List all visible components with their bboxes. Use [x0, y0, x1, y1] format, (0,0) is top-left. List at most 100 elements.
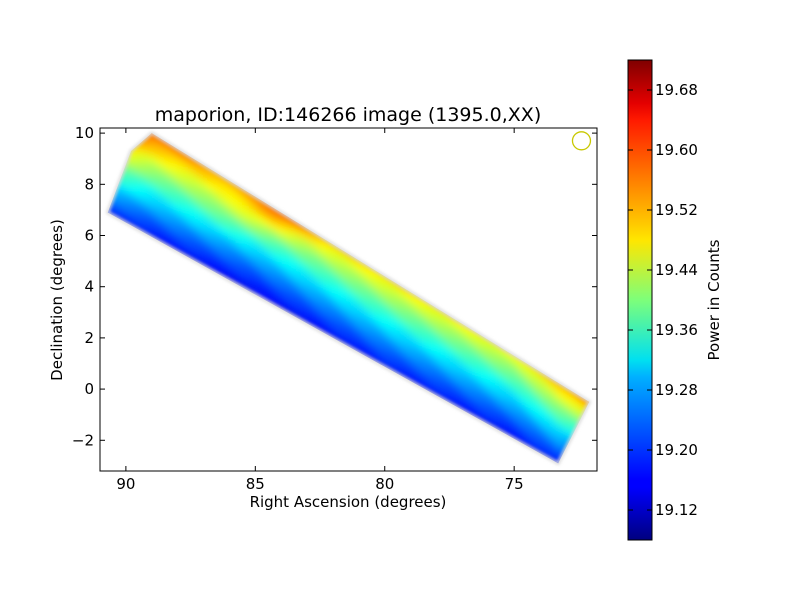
heatmap-cell — [547, 397, 556, 406]
heatmap-cell — [256, 283, 265, 293]
heatmap-cell — [462, 395, 471, 405]
heatmap-cell — [128, 185, 137, 194]
heatmap-cell — [121, 190, 130, 199]
axes-frame — [99, 127, 598, 472]
heatmap-cell — [518, 396, 527, 406]
heatmap-cell — [213, 200, 222, 209]
heatmap-cell — [419, 364, 428, 374]
heatmap-cell — [426, 312, 435, 322]
heatmap-cell — [582, 399, 590, 406]
heatmap-cell — [547, 376, 556, 385]
heatmap-cell — [511, 368, 520, 377]
heatmap-cell — [149, 133, 158, 140]
heatmap-cell — [128, 164, 137, 173]
heatmap-cell — [128, 171, 137, 180]
colorbar-tick-label: 19.60 — [655, 141, 698, 159]
heatmap-cell — [227, 222, 236, 232]
heatmap-cell — [455, 327, 464, 337]
heatmap-cell — [469, 391, 478, 401]
heatmap-cell — [313, 286, 322, 296]
heatmap-cell — [355, 295, 364, 305]
heatmap-cell — [142, 137, 151, 147]
heatmap-cell — [199, 185, 208, 195]
heatmap-cell — [220, 250, 229, 259]
heatmap-cell — [163, 183, 172, 193]
heatmap-cell — [554, 403, 563, 412]
heatmap-cell — [341, 295, 350, 305]
heatmap-cell — [426, 352, 435, 362]
heatmap-cell — [433, 316, 442, 326]
heatmap-cell — [298, 301, 307, 311]
heatmap-cell — [497, 367, 506, 377]
heatmap-cell — [462, 363, 471, 373]
heatmap-cell — [149, 169, 158, 178]
heatmap-cell — [412, 328, 421, 338]
heatmap-cell — [518, 419, 527, 429]
heatmap-cell — [384, 312, 393, 322]
heatmap-cell — [447, 331, 456, 341]
heatmap-cell — [270, 221, 279, 231]
heatmap-cell — [256, 205, 265, 215]
heatmap-cell — [163, 214, 172, 224]
heatmap-cell — [305, 249, 314, 259]
heatmap-cell — [533, 422, 542, 432]
heatmap-cell — [149, 176, 158, 186]
heatmap-cell — [362, 291, 371, 301]
heatmap-cell — [518, 381, 527, 391]
heatmap-cell — [220, 211, 229, 221]
heatmap-cell — [433, 332, 442, 342]
x-axis: 90 85 80 75 — [116, 128, 524, 493]
heatmap-cell — [185, 224, 194, 234]
heatmap-cell — [192, 197, 201, 207]
heatmap-cell — [142, 227, 151, 236]
heatmap-cell — [433, 348, 442, 358]
heatmap-cell — [320, 241, 329, 251]
heatmap-cell — [107, 205, 116, 213]
heatmap-cell — [405, 340, 414, 350]
heatmap-cell — [305, 265, 314, 275]
heatmap-cell — [561, 401, 570, 409]
heatmap-cell — [199, 255, 208, 264]
heatmap-cell — [263, 201, 272, 211]
heatmap-cell — [469, 343, 478, 353]
heatmap-cell — [114, 208, 123, 216]
heatmap-cell — [476, 371, 485, 381]
heatmap-cell — [135, 173, 144, 182]
heatmap-cell — [263, 288, 272, 298]
heatmap-cell — [369, 287, 378, 298]
heatmap-cell — [199, 216, 208, 226]
heatmap-cell — [440, 328, 449, 338]
heatmap-cell — [234, 233, 243, 243]
heatmap-cell — [242, 221, 251, 231]
heatmap-cell — [334, 282, 343, 292]
heatmap-cell — [149, 184, 158, 194]
heatmap-cell — [256, 260, 265, 270]
heatmap-cell — [206, 219, 215, 229]
heatmap-cell — [504, 410, 513, 420]
heatmap-cell — [391, 283, 400, 294]
heatmap-cell — [426, 328, 435, 338]
heatmap-cell — [554, 396, 563, 405]
heatmap-cell — [334, 323, 343, 333]
heatmap-cell — [178, 175, 187, 185]
heatmap-cell — [476, 395, 485, 405]
heatmap-cell — [376, 349, 385, 359]
heatmap-cell — [462, 339, 471, 349]
heatmap-cell — [149, 230, 158, 239]
heatmap-cell — [455, 335, 464, 345]
heatmap-cell — [334, 258, 343, 268]
heatmap-cell — [511, 399, 520, 409]
heatmap-cell — [284, 261, 293, 271]
heatmap-cell — [284, 277, 293, 287]
heatmap-cell — [554, 438, 563, 447]
heatmap-cell — [497, 414, 506, 424]
heatmap-cell — [234, 241, 243, 251]
heatmap-cell — [298, 237, 307, 247]
heatmap-cell — [156, 165, 165, 174]
heatmap-cell — [277, 272, 286, 282]
heatmap-cell — [497, 422, 506, 432]
heatmap-cell — [163, 168, 172, 178]
heatmap-cell — [554, 417, 563, 426]
heatmap-cell — [376, 275, 385, 285]
heatmap-cell — [419, 348, 428, 358]
